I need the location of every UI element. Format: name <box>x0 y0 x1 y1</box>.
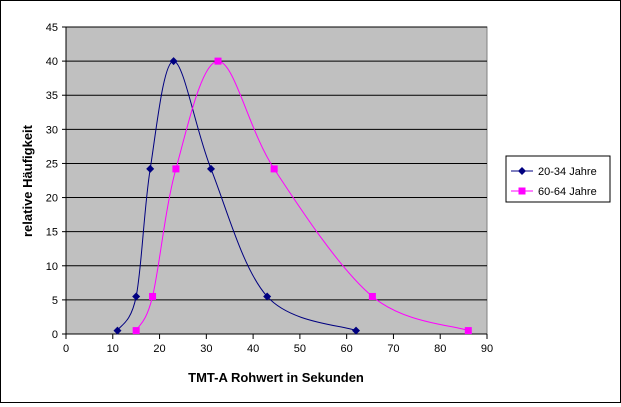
data-point <box>214 57 222 65</box>
y-tick-label: 10 <box>46 261 58 273</box>
data-point <box>172 165 180 173</box>
x-axis-title: TMT-A Rohwert in Sekunden <box>188 370 364 385</box>
data-point <box>146 164 155 173</box>
x-tick-label: 70 <box>387 343 399 355</box>
legend-marker <box>518 187 526 195</box>
axes: 0 5 10 15 20 25 30 35 40 45 0 10 20 30 40 50 60 70 80 90 <box>46 22 493 355</box>
data-point <box>132 327 140 335</box>
x-tick-label: 60 <box>341 343 353 355</box>
data-point <box>352 326 361 335</box>
y-tick-label: 25 <box>46 158 58 170</box>
y-tick-label: 20 <box>46 193 58 205</box>
x-tick-label: 90 <box>481 343 493 355</box>
y-tick-label: 15 <box>46 227 58 239</box>
legend-label: 20-34 Jahre <box>538 166 597 178</box>
legend-label: 60-64 Jahre <box>538 186 597 198</box>
x-tick-label: 40 <box>247 343 259 355</box>
x-tick-label: 20 <box>153 343 165 355</box>
data-point <box>169 57 178 66</box>
data-point <box>149 292 157 300</box>
plot-area <box>65 26 488 335</box>
y-tick-label: 45 <box>46 22 58 34</box>
data-point <box>263 292 272 301</box>
x-tick-label: 0 <box>63 343 69 355</box>
data-point <box>368 292 376 300</box>
data-point <box>464 327 472 335</box>
grid-lines <box>66 26 487 301</box>
data-point <box>207 164 216 173</box>
y-tick-label: 5 <box>52 295 58 307</box>
legend-marker <box>518 167 526 175</box>
legend-item: 60-64 Jahre <box>511 186 597 198</box>
data-point <box>113 326 122 335</box>
series-1 <box>113 57 361 335</box>
data-point <box>132 292 141 301</box>
y-tick-label: 30 <box>46 124 58 136</box>
series-2 <box>132 57 472 335</box>
legend-item: 20-34 Jahre <box>511 166 597 178</box>
x-tick-label: 30 <box>200 343 212 355</box>
y-tick-label: 40 <box>46 56 58 68</box>
series-layer <box>113 57 472 335</box>
y-axis-title: relative Häufigkeit <box>20 124 35 237</box>
x-tick-label: 50 <box>294 343 306 355</box>
data-point <box>270 165 278 173</box>
y-tick-label: 0 <box>52 329 58 341</box>
y-tick-label: 35 <box>46 90 58 102</box>
legend: 20-34 Jahre 60-64 Jahre <box>505 155 611 203</box>
x-tick-label: 80 <box>434 343 446 355</box>
x-tick-label: 10 <box>107 343 119 355</box>
